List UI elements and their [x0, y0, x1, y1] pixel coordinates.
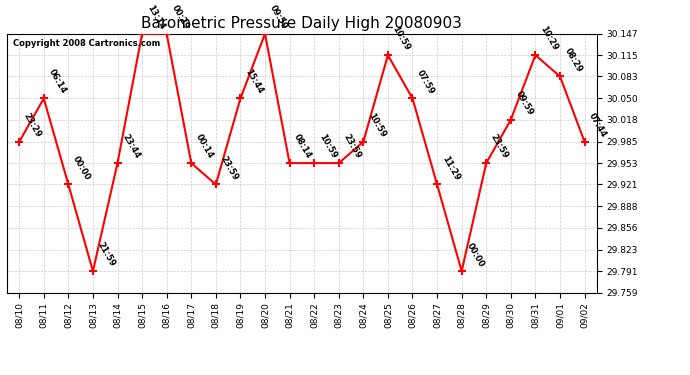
Text: 13:14: 13:14	[145, 3, 166, 31]
Text: 10:29: 10:29	[538, 25, 560, 52]
Text: 23:44: 23:44	[120, 133, 141, 160]
Text: 23:59: 23:59	[342, 133, 363, 160]
Text: 00:00: 00:00	[464, 241, 485, 268]
Title: Barometric Pressure Daily High 20080903: Barometric Pressure Daily High 20080903	[141, 16, 462, 31]
Text: 00:00: 00:00	[71, 154, 92, 182]
Text: Copyright 2008 Cartronics.com: Copyright 2008 Cartronics.com	[13, 39, 160, 48]
Text: 07:59: 07:59	[415, 68, 436, 96]
Text: 00:29: 00:29	[170, 3, 190, 31]
Text: 10:59: 10:59	[317, 133, 338, 160]
Text: 09:59: 09:59	[268, 3, 289, 31]
Text: 10:59: 10:59	[366, 111, 387, 139]
Text: 07:44: 07:44	[587, 111, 609, 139]
Text: 10:59: 10:59	[391, 25, 412, 52]
Text: 00:14: 00:14	[194, 133, 215, 160]
Text: 11:29: 11:29	[440, 154, 461, 182]
Text: 23:59: 23:59	[219, 154, 239, 182]
Text: 15:44: 15:44	[243, 68, 264, 96]
Text: 09:59: 09:59	[513, 90, 535, 117]
Text: 23:29: 23:29	[22, 111, 43, 139]
Text: 08:29: 08:29	[563, 46, 584, 74]
Text: 21:59: 21:59	[96, 241, 117, 268]
Text: 08:14: 08:14	[293, 133, 313, 160]
Text: 06:14: 06:14	[46, 68, 68, 96]
Text: 23:59: 23:59	[489, 133, 510, 160]
